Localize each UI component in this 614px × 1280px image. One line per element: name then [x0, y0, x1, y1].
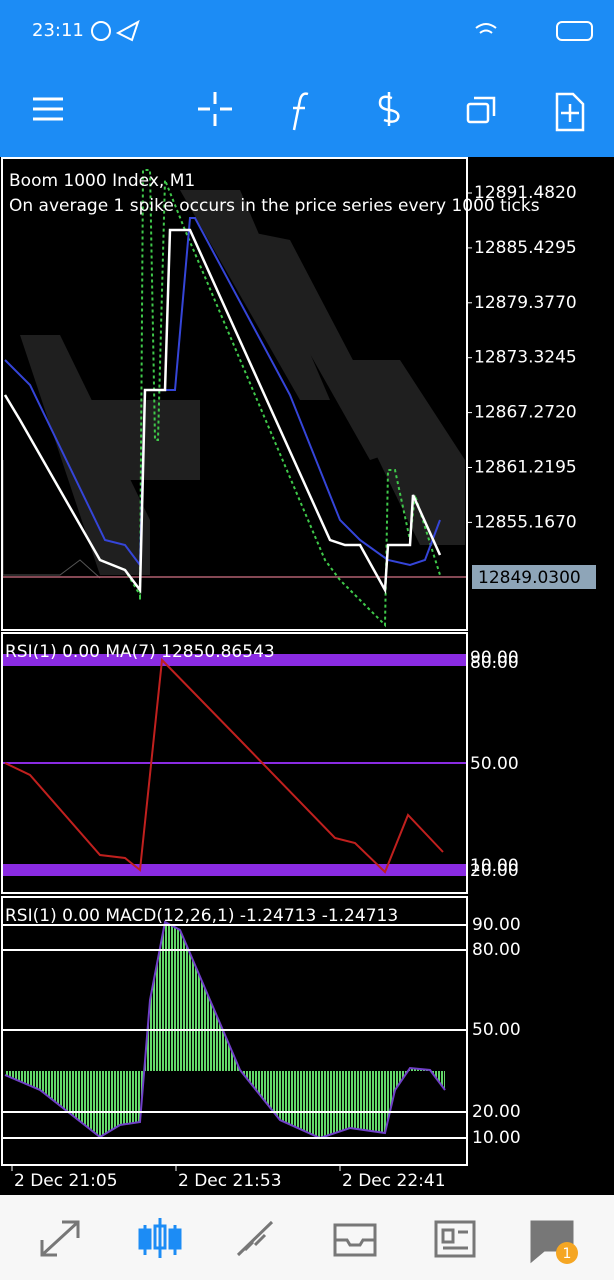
macd-histogram — [5, 922, 445, 1138]
macd-panel-border — [1, 896, 468, 1166]
badge — [556, 1242, 578, 1264]
macd-label: RSI(1) 0.00 MACD(12,26,1) -1.24713 -1.24… — [5, 906, 398, 926]
rsi-panel-border — [1, 632, 468, 894]
macd-level-label: 10.00 — [472, 1128, 521, 1148]
nav-icons[interactable] — [40, 1218, 574, 1264]
time-tick-label: 2 Dec 21:05 — [14, 1171, 118, 1191]
rsi-level: 10.00 — [470, 856, 519, 876]
price-tick-label: 12885.4295 — [474, 238, 577, 258]
current-price-box — [472, 565, 596, 589]
macd-level-label: 50.00 — [472, 1020, 521, 1040]
rsi-label: RSI(1) 0.00 MA(7) 12850.86543 — [5, 642, 275, 662]
price-tick-label: 12873.3245 — [474, 348, 577, 368]
current-price: 12849.0300 — [478, 568, 581, 588]
status-time: 23:11 — [32, 20, 84, 41]
time-axis: 2 Dec 21:05 2 Dec 21:53 2 Dec 22:41 — [11, 1165, 446, 1191]
app-bar — [0, 0, 614, 157]
blue-series — [4, 217, 441, 568]
price-tick-label: 12861.2195 — [474, 458, 577, 478]
chart-title: Boom 1000 Index, M1 — [9, 171, 195, 191]
price-tick-label: 12879.3770 — [474, 293, 577, 313]
status-icons — [91, 19, 593, 42]
rsi-level: 90.00 — [470, 648, 519, 668]
rsi-level: 80.00 — [470, 653, 519, 673]
macd-level-label: 90.00 — [472, 915, 521, 935]
price-tick-label: 12867.2720 — [474, 403, 577, 423]
macd-level-label: 80.00 — [472, 940, 521, 960]
bottom-nav — [0, 1195, 614, 1280]
macd-levels: 90.00 80.00 50.00 20.00 10.00 — [2, 915, 521, 1148]
rsi-lower-band — [2, 864, 467, 876]
macd-signal — [4, 920, 446, 1140]
rsi-line — [4, 657, 444, 874]
toolbar-icons[interactable] — [33, 92, 585, 132]
price-series — [3, 228, 442, 595]
rsi-upper-band — [2, 654, 467, 666]
main-panel-border — [1, 157, 468, 631]
price-tick-label: 12891.4820 — [474, 183, 577, 203]
chart-subtitle: On average 1 spike occurs in the price s… — [9, 196, 540, 216]
time-tick-label: 2 Dec 22:41 — [342, 1171, 446, 1191]
rsi-level: 50.00 — [470, 754, 519, 774]
badge-count: 1 — [563, 1246, 572, 1262]
price-axis: 12891.4820 12885.4295 12879.3770 12873.3245… — [467, 183, 577, 532]
time-tick-label: 2 Dec 21:53 — [178, 1171, 282, 1191]
rsi-level: 20.00 — [470, 861, 519, 881]
price-bands — [20, 190, 465, 575]
price-tick-label: 12855.1670 — [474, 512, 577, 532]
macd-level-label: 20.00 — [472, 1102, 521, 1122]
